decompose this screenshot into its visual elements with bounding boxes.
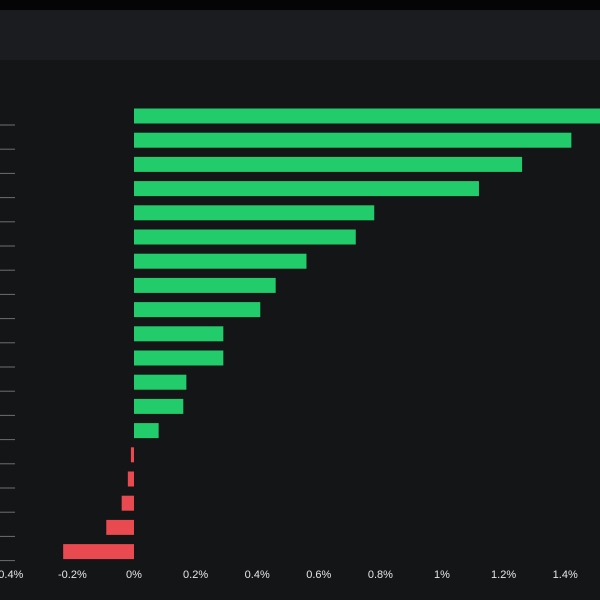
bar bbox=[134, 229, 356, 245]
bar bbox=[134, 108, 600, 124]
x-tick-label: 0.2% bbox=[183, 569, 208, 581]
bar bbox=[127, 471, 134, 487]
x-tick-label: -0.2% bbox=[58, 569, 87, 581]
bar bbox=[130, 447, 134, 463]
bar bbox=[134, 423, 159, 439]
bar bbox=[134, 277, 276, 293]
x-tick-label: 0.8% bbox=[368, 569, 393, 581]
x-tick-label: 0.6% bbox=[306, 569, 331, 581]
x-tick-label: 0.4% bbox=[0, 569, 24, 581]
bar bbox=[134, 398, 184, 414]
bar bbox=[134, 156, 523, 172]
bar bbox=[134, 205, 375, 221]
bar bbox=[134, 181, 479, 197]
bar bbox=[134, 326, 224, 342]
top-border bbox=[0, 0, 600, 10]
chart-header-bar bbox=[0, 10, 600, 60]
x-tick-label: 1.2% bbox=[491, 569, 516, 581]
x-tick-label: 0.4% bbox=[245, 569, 270, 581]
bar bbox=[106, 519, 134, 535]
bar bbox=[134, 253, 307, 269]
x-tick-label: 1% bbox=[434, 569, 450, 581]
bar bbox=[134, 132, 572, 148]
bar bbox=[121, 495, 134, 511]
x-tick-label: 1.4% bbox=[553, 569, 578, 581]
bar bbox=[134, 350, 224, 366]
bar bbox=[63, 544, 134, 560]
bar bbox=[134, 374, 187, 390]
y-axis-ticks bbox=[0, 124, 15, 562]
bar bbox=[134, 302, 261, 318]
x-tick-label: 0% bbox=[126, 569, 142, 581]
x-axis: 0.4% -0.2% 0% 0.2% 0.4% 0.6% 0.8% 1% 1.2% 1.4% bbox=[0, 569, 578, 581]
